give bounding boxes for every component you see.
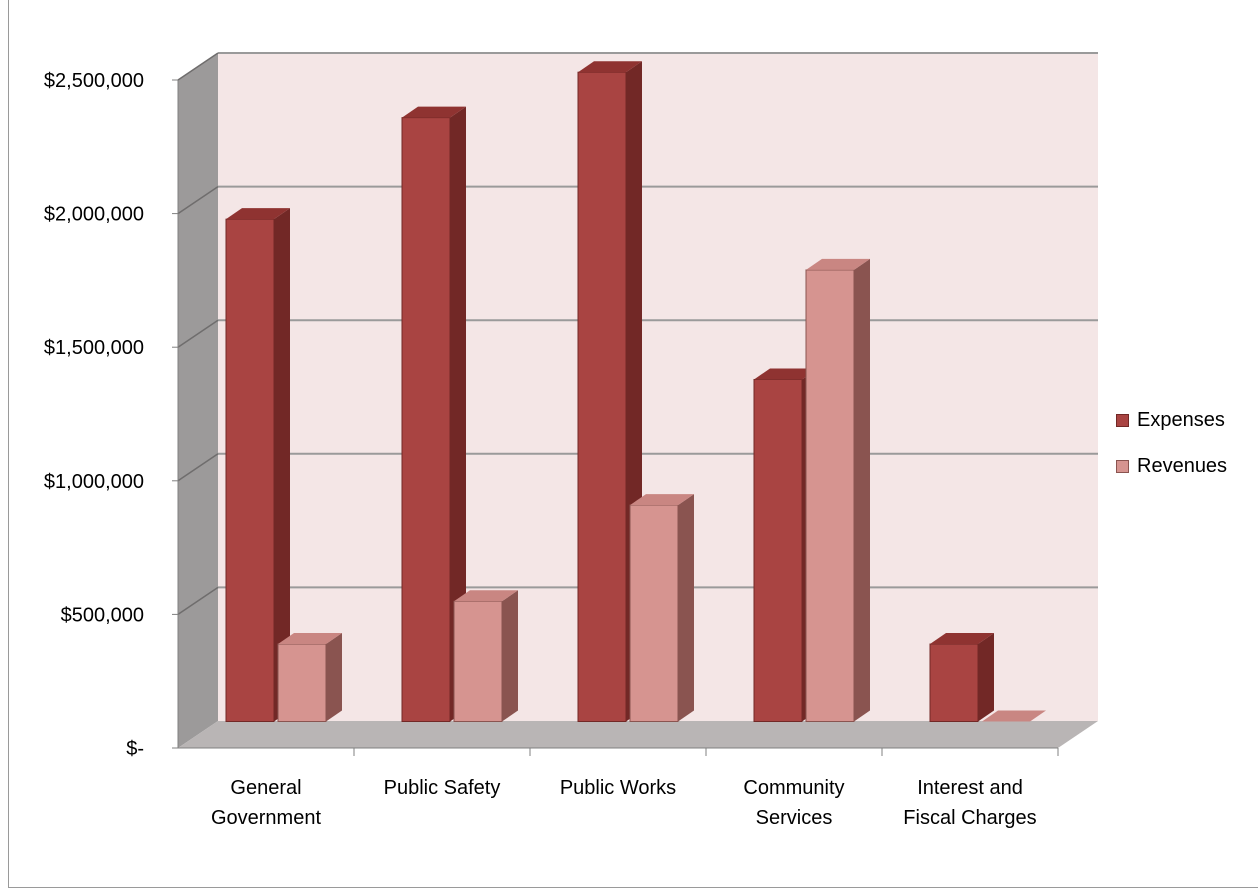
bar-revenues [277,643,327,723]
bar-top [278,633,342,645]
bar-expenses [401,117,451,723]
gridline-side [177,185,219,215]
side-wall [178,53,218,748]
x-category-label: Public Works [560,777,676,799]
gridline-side [177,52,219,81]
y-tick-label: $2,500,000 [44,70,144,92]
bar-side [326,633,342,722]
bar-top [982,710,1046,722]
y-tick-label: $1,000,000 [44,471,144,493]
y-tick-label: $1,500,000 [44,337,144,359]
legend: Expenses Revenues [1116,408,1227,500]
bar-top [578,61,642,73]
bar-top [454,590,518,602]
bar-revenues [629,504,679,722]
x-category-label: General [230,777,301,799]
bar-top [630,494,694,506]
bar-top [754,368,818,380]
legend-item-expenses: Expenses [1116,408,1227,432]
legend-label-expenses: Expenses [1137,408,1225,431]
bar-expenses [929,643,979,723]
gridline-side [177,319,219,348]
bar-expenses [225,218,275,722]
bar-revenues [805,269,855,722]
bar-top [226,208,290,220]
y-tick-label: $500,000 [61,604,144,626]
x-category-label: Public Safety [384,777,501,799]
bar-side [274,208,290,722]
floor [178,721,1098,748]
y-tick-label: $2,000,000 [44,204,144,226]
x-category-label: Interest and [917,777,1023,799]
bar-expenses [753,378,803,722]
bar-side [450,106,466,722]
x-category-label: Fiscal Charges [903,807,1036,829]
bar-top [806,258,870,270]
bar-top [402,106,466,118]
bar-side [502,590,518,722]
gridline-side [177,453,219,482]
x-category-label: Services [756,807,833,829]
x-category-label: Community [743,777,844,799]
bar-side [978,633,994,722]
legend-item-revenues: Revenues [1116,454,1227,478]
bar-top [930,633,994,645]
chart-frame [8,0,1258,888]
gridline-side [177,586,219,616]
y-tick-label: $- [126,738,144,760]
bar-side [854,258,870,722]
bar-revenues [453,600,503,723]
legend-label-revenues: Revenues [1137,454,1228,477]
x-category-label: Government [211,807,321,829]
bar-side [678,494,694,722]
legend-swatch-expenses [1116,413,1129,427]
legend-swatch-revenues [1116,459,1129,473]
bar-expenses [577,71,627,723]
